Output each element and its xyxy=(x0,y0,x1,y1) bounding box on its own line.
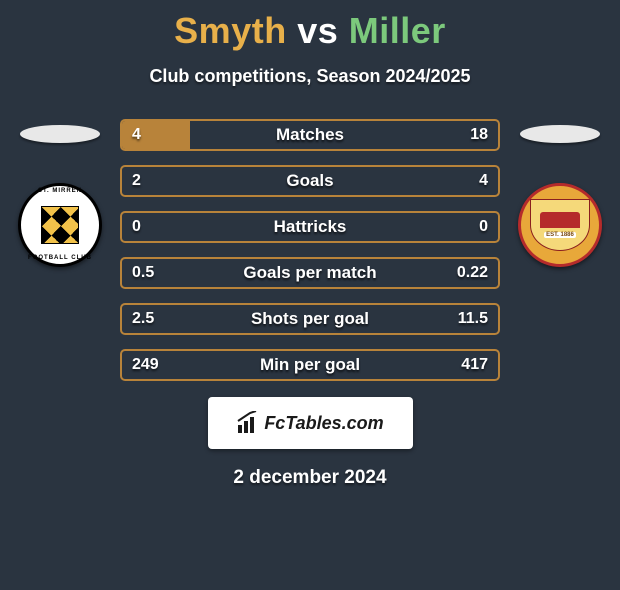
stat-row: 418Matches xyxy=(120,119,500,151)
stat-row: 249417Min per goal xyxy=(120,349,500,381)
fctables-logo[interactable]: FcTables.com xyxy=(208,397,413,449)
stat-row: 2.511.5Shots per goal xyxy=(120,303,500,335)
chart-icon xyxy=(236,411,260,435)
stat-row: 00Hattricks xyxy=(120,211,500,243)
badge-right-est-text: EST. 1886 xyxy=(544,232,576,238)
player2-name: Miller xyxy=(349,10,446,51)
vs-text: vs xyxy=(297,10,338,51)
left-ellipse-shadow xyxy=(20,125,100,143)
club-badge-left: ST. MIRREN FOOTBALL CLUB xyxy=(18,183,102,267)
stat-label: Goals per match xyxy=(122,263,498,283)
club-badge-right: EST. 1886 xyxy=(518,183,602,267)
player1-name: Smyth xyxy=(174,10,287,51)
stat-bars-container: 418Matches 24Goals 00Hattricks 0.50.22Goals… xyxy=(120,119,500,381)
comparison-content: ST. MIRREN FOOTBALL CLUB EST. 1886 418Ma… xyxy=(0,109,620,379)
stat-row: 24Goals xyxy=(120,165,500,197)
stat-label: Shots per goal xyxy=(122,309,498,329)
stat-row: 0.50.22Goals per match xyxy=(120,257,500,289)
stat-label: Hattricks xyxy=(122,217,498,237)
page-title: Smyth vs Miller xyxy=(0,10,620,52)
badge-right-shield: EST. 1886 xyxy=(530,199,590,251)
badge-left-checker xyxy=(41,206,79,244)
date-text: 2 december 2024 xyxy=(0,467,620,489)
logo-text: FcTables.com xyxy=(264,413,383,434)
subtitle: Club competitions, Season 2024/2025 xyxy=(0,66,620,87)
right-column: EST. 1886 xyxy=(510,109,610,267)
badge-left-text-bottom: FOOTBALL CLUB xyxy=(21,255,99,261)
badge-right-top-block xyxy=(540,212,580,228)
stat-label: Goals xyxy=(122,171,498,191)
left-column: ST. MIRREN FOOTBALL CLUB xyxy=(10,109,110,267)
stat-label: Min per goal xyxy=(122,355,498,375)
right-ellipse-shadow xyxy=(520,125,600,143)
stat-label: Matches xyxy=(122,125,498,145)
badge-left-text-top: ST. MIRREN xyxy=(21,188,99,194)
